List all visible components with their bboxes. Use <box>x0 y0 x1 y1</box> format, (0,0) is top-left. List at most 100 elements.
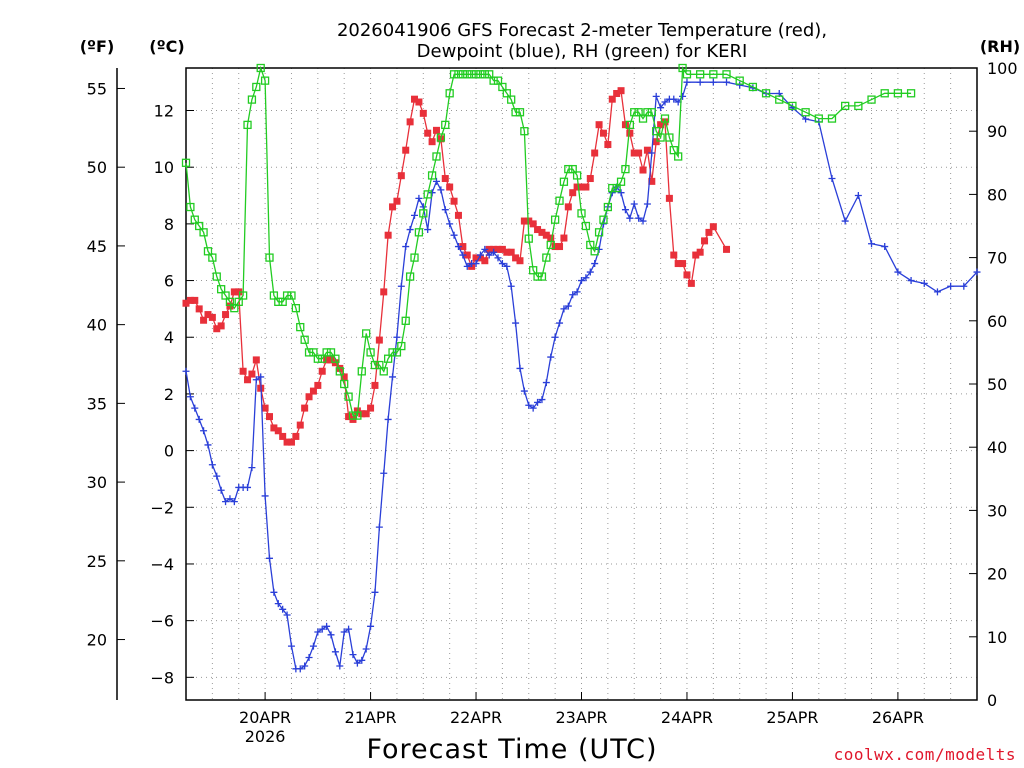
dewpoint-point <box>301 662 309 670</box>
dewpoint-point <box>556 319 564 327</box>
temperature-point <box>648 177 656 185</box>
dewpoint-point <box>309 642 317 650</box>
temperature-point <box>481 257 489 265</box>
dewpoint-point <box>454 243 462 251</box>
dewpoint-point <box>318 625 326 633</box>
temperature-point <box>556 243 564 251</box>
dewpoint-point <box>960 282 968 290</box>
rh-tick-label: 80 <box>987 185 1007 204</box>
dewpoint-point <box>331 648 339 656</box>
dewpoint-point <box>512 319 520 327</box>
dewpoint-point <box>204 441 212 449</box>
temperature-point <box>283 438 291 446</box>
rh-point <box>247 95 257 104</box>
temperature-point <box>701 237 709 245</box>
temperature-point <box>512 254 520 262</box>
temperature-point <box>301 404 309 412</box>
rh-point <box>186 202 195 212</box>
temperature-point <box>586 175 594 183</box>
rh-point <box>761 89 771 98</box>
rh-point <box>304 348 314 357</box>
credit-link[interactable]: coolwx.com/modelts <box>834 745 1016 764</box>
dewpoint-point <box>564 302 572 310</box>
rh-point <box>397 341 406 351</box>
rh-point <box>524 234 533 243</box>
temperature-point <box>696 248 704 256</box>
rh-point <box>485 70 494 79</box>
dewpoint-point <box>617 189 625 197</box>
rh-point <box>414 228 424 237</box>
rh-point <box>647 108 656 117</box>
rh-point <box>586 240 595 250</box>
temperature-point <box>582 183 590 191</box>
temperature-point <box>402 146 410 154</box>
series-rh <box>181 63 916 420</box>
temperature-point <box>314 381 322 389</box>
dewpoint-point <box>639 217 647 225</box>
fahrenheit-tick-label: 40 <box>87 316 107 335</box>
temperature-point <box>389 203 397 211</box>
dewpoint-point <box>446 220 454 228</box>
temperature-point <box>362 410 370 418</box>
dewpoint-point <box>635 214 643 222</box>
rh-point <box>594 228 604 237</box>
celsius-tick-label: 8 <box>164 215 174 234</box>
rh-point <box>608 183 617 193</box>
x-tick-label: 22APR <box>450 708 502 727</box>
dewpoint-point <box>191 404 199 412</box>
celsius-tick-label: 2 <box>164 385 174 404</box>
dewpoint-point <box>503 262 511 270</box>
temperature-point <box>213 325 221 333</box>
rh-point <box>511 108 520 117</box>
dewpoint-point <box>397 282 405 290</box>
fahrenheit-tick-label: 45 <box>87 237 107 256</box>
rh-point <box>296 322 305 332</box>
temperature-point <box>230 288 238 296</box>
rh-tick-label: 40 <box>987 438 1007 457</box>
rh-point <box>326 348 336 357</box>
dewpoint-point <box>244 483 252 491</box>
temperature-point <box>560 234 568 242</box>
temperature-point <box>494 245 502 253</box>
dewpoint-point <box>186 393 194 401</box>
rh-point <box>458 70 468 79</box>
dewpoint-point <box>868 240 876 248</box>
fahrenheit-unit-label: (ºF) <box>80 37 115 56</box>
rh-point <box>375 360 384 370</box>
dewpoint-point <box>802 115 810 123</box>
temperature-point <box>525 217 533 225</box>
temperature-point <box>643 146 651 154</box>
rh-point <box>256 63 265 73</box>
temperature-point <box>265 413 273 421</box>
dewpoint-point <box>560 305 568 313</box>
rh-point <box>827 114 837 123</box>
rh-point <box>621 164 630 174</box>
rh-point <box>603 202 613 212</box>
dewpoint-point <box>419 203 427 211</box>
dewpoint-point <box>472 260 480 268</box>
dewpoint-point <box>265 554 273 562</box>
dewpoint-point <box>213 472 221 480</box>
rh-point <box>436 133 446 142</box>
rh-point <box>379 367 388 376</box>
rh-point <box>217 285 226 294</box>
x-tick-label: 23APR <box>555 708 607 727</box>
rh-point <box>278 297 287 306</box>
rh-point <box>208 253 217 262</box>
fahrenheit-tick-label: 25 <box>87 552 107 571</box>
rh-point <box>467 70 476 79</box>
dewpoint-point <box>257 373 265 381</box>
temperature-point <box>428 138 436 146</box>
rh-point <box>405 272 415 281</box>
rh-point <box>238 291 248 300</box>
dewpoint-point <box>538 396 546 404</box>
rh-point <box>880 89 889 98</box>
temperature-point <box>358 410 366 418</box>
temperature-point <box>485 245 493 253</box>
dewpoint-point <box>375 523 383 531</box>
temperature-point <box>345 413 353 421</box>
rh-point <box>392 348 402 357</box>
temperature-point <box>709 223 717 231</box>
rh-point <box>203 247 213 256</box>
